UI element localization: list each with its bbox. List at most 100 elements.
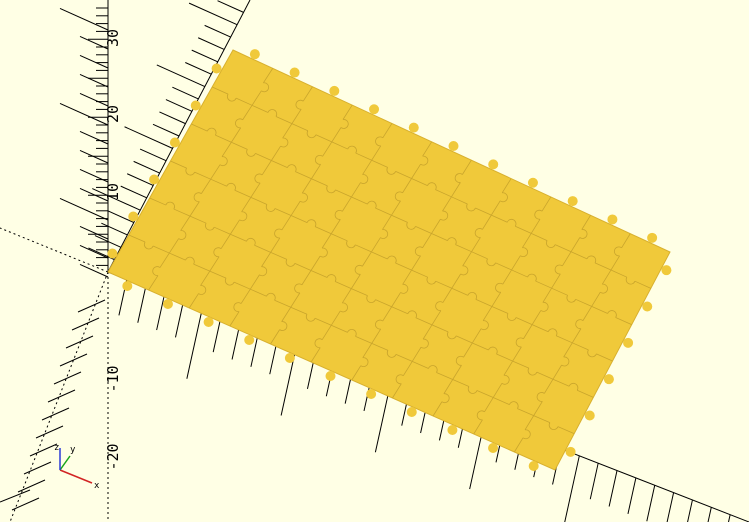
seam-knob (486, 258, 496, 267)
seam-knob (467, 386, 478, 394)
col-seam (310, 347, 321, 363)
row-seam (511, 269, 528, 278)
row-seam (395, 170, 412, 179)
back-left-tick (79, 187, 109, 202)
top-edge-knob (567, 196, 578, 207)
seam-knob (261, 82, 270, 93)
col-seam (220, 234, 231, 249)
col-seam (209, 256, 220, 272)
col-seam (571, 328, 582, 344)
x-tick (666, 492, 675, 522)
seam-knob (306, 219, 317, 227)
seam-knob (447, 237, 457, 245)
seam-knob (607, 310, 617, 318)
puzzle-plate-model[interactable] (107, 49, 672, 471)
neg-tick (71, 317, 100, 331)
seam-knob (246, 149, 256, 157)
col-seam (562, 251, 572, 267)
seam-knob (233, 302, 242, 312)
row-seam (456, 335, 473, 344)
right-edge-knob (603, 374, 614, 385)
row-seam (475, 298, 493, 307)
seam-knob (340, 119, 349, 129)
col-seam (462, 251, 472, 267)
back-left-tick (79, 263, 109, 278)
col-seam (563, 342, 573, 358)
seam-knob (540, 302, 549, 312)
row-seam (331, 141, 348, 150)
seam-knob (488, 346, 498, 355)
col-seam (463, 342, 473, 358)
row-seam (634, 280, 651, 289)
col-seam (482, 214, 492, 230)
col-seam (301, 270, 312, 286)
col-seam (514, 437, 524, 453)
x-tick (627, 477, 637, 514)
seam-knob (265, 204, 276, 212)
col-seam (533, 401, 543, 416)
seam-knob (520, 247, 529, 258)
col-seam (402, 178, 412, 194)
row-seam (335, 189, 352, 198)
seam-knob (466, 203, 476, 212)
top-edge-knob (607, 214, 618, 225)
seam-knob (152, 266, 161, 276)
seam-knob (235, 118, 243, 129)
seam-knob (239, 211, 248, 222)
y-tick (188, 2, 238, 26)
y-tick (101, 222, 128, 236)
row-seam (411, 269, 428, 278)
back-left-tick (79, 244, 109, 259)
row-seam (415, 317, 433, 326)
left-edge-knob (128, 211, 139, 222)
col-seam (552, 364, 563, 380)
x-tick (137, 286, 147, 323)
row-seam (212, 86, 229, 95)
top-edge-knob (647, 232, 658, 243)
seam-knob (515, 337, 524, 348)
row-seam (233, 281, 251, 290)
row-seam (475, 207, 492, 216)
row-seam (515, 317, 533, 326)
y-tick (120, 185, 147, 199)
neg-tick (23, 461, 52, 475)
col-seam (189, 201, 200, 217)
row-seam (311, 178, 328, 187)
bottom-edge-knob (325, 371, 336, 381)
row-seam (535, 280, 552, 289)
y-tick (124, 126, 173, 149)
gizmo-y-axis (59, 455, 71, 471)
seam-knob (547, 328, 558, 336)
seam-knob (259, 266, 268, 277)
row-seam (371, 159, 388, 168)
seam-knob (299, 192, 308, 203)
row-seam (533, 415, 551, 424)
col-seam (263, 68, 274, 84)
top-edge-knob (527, 177, 538, 188)
row-seam (290, 215, 308, 224)
row-seam (314, 317, 332, 326)
seam-knob (395, 374, 404, 385)
y-tick (204, 24, 231, 38)
seam-knob (178, 230, 187, 240)
left-edge-knob (190, 100, 201, 111)
scale-label-10: 10 (104, 183, 122, 201)
row-seam (375, 207, 392, 216)
row-seam (552, 378, 570, 387)
col-seam (261, 160, 272, 176)
col-seam (512, 346, 522, 362)
row-seam (251, 104, 269, 113)
col-seam (311, 164, 321, 179)
y-tick (217, 0, 244, 13)
col-seam (350, 274, 361, 289)
col-seam (351, 365, 362, 381)
seam-knob (326, 185, 336, 194)
seam-knob (454, 173, 463, 183)
col-seam (452, 365, 462, 380)
col-seam (240, 288, 251, 304)
row-seam (455, 244, 472, 253)
col-seam (282, 123, 293, 139)
bottom-edge-knob (244, 335, 255, 345)
